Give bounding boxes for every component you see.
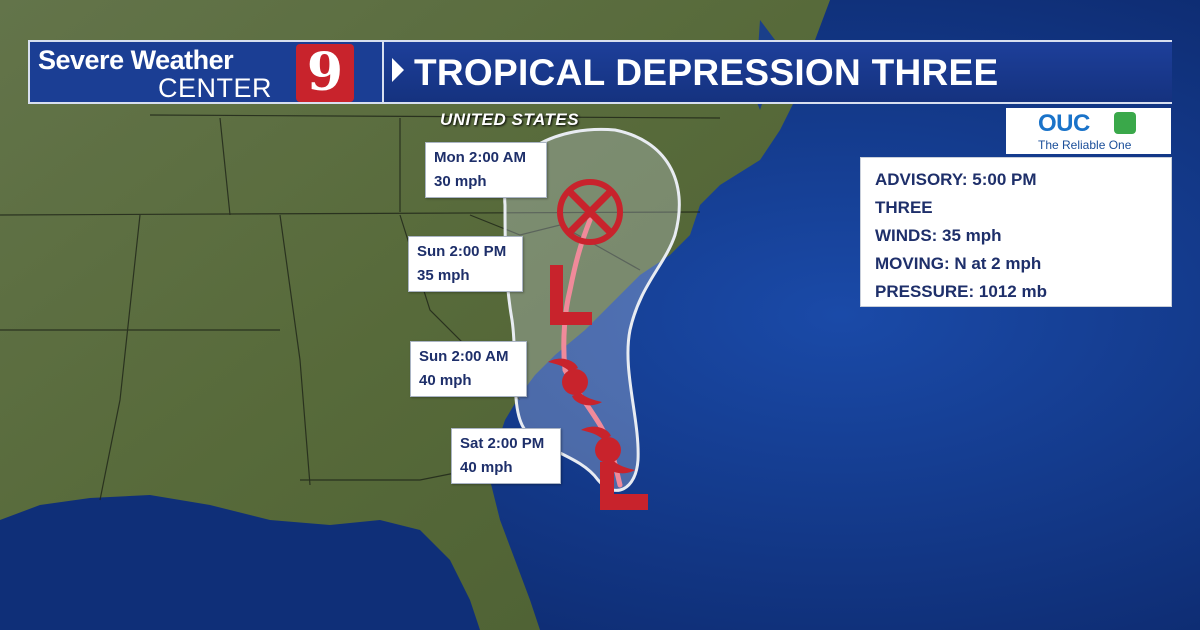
land-mass xyxy=(0,0,830,630)
low-l-icon xyxy=(600,462,648,510)
forecast-wind: 35 mph xyxy=(417,267,470,284)
logo-text-line2: CENTER xyxy=(158,73,273,103)
title-bar: TROPICAL DEPRESSION THREE xyxy=(384,40,1172,104)
advisory-time: ADVISORY: 5:00 PM xyxy=(875,170,1037,189)
forecast-wind: 40 mph xyxy=(419,372,472,389)
channel-number: 9 xyxy=(296,44,354,102)
forecast-time: Sat 2:00 PM xyxy=(460,435,545,452)
region-label: UNITED STATES xyxy=(440,110,580,129)
remnant-x-icon xyxy=(557,179,623,245)
forecast-time: Sun 2:00 PM xyxy=(417,243,507,260)
storm-icon xyxy=(548,358,602,406)
sponsor-logo: OUC The Reliable One xyxy=(1006,108,1171,154)
forecast-callout: Mon 2:00 AM 30 mph xyxy=(425,142,547,198)
forecast-callout: Sat 2:00 PM 40 mph xyxy=(451,428,561,484)
advisory-pressure: PRESSURE: 1012 mb xyxy=(875,282,1047,301)
forecast-time: Sun 2:00 AM xyxy=(419,348,509,365)
header-banner: Severe Weather CENTER 9 TROPICAL DEPRESS… xyxy=(28,40,1172,104)
page-title: TROPICAL DEPRESSION THREE xyxy=(414,52,999,93)
advisory-winds: WINDS: 35 mph xyxy=(875,226,1002,245)
forecast-wind: 30 mph xyxy=(434,173,487,190)
leaf-icon xyxy=(1114,112,1136,134)
forecast-wind: 40 mph xyxy=(460,459,513,476)
forecast-callout: Sun 2:00 AM 40 mph xyxy=(410,341,527,397)
forecast-time: Mon 2:00 AM xyxy=(434,149,526,166)
logo-text-line1: Severe Weather xyxy=(38,45,234,75)
station-logo: Severe Weather CENTER 9 xyxy=(28,40,384,104)
advisory-moving: MOVING: N at 2 mph xyxy=(875,254,1042,273)
forecast-callout: Sun 2:00 PM 35 mph xyxy=(408,236,523,292)
sponsor-name: OUC xyxy=(1038,110,1090,137)
advisory-panel: ADVISORY: 5:00 PM THREE WINDS: 35 mph MO… xyxy=(860,157,1172,307)
advisory-storm-name: THREE xyxy=(875,198,933,217)
play-arrow-icon xyxy=(392,58,404,82)
gulf-of-mexico xyxy=(0,495,480,630)
low-l-icon xyxy=(550,265,592,325)
sponsor-tagline: The Reliable One xyxy=(1038,138,1132,152)
